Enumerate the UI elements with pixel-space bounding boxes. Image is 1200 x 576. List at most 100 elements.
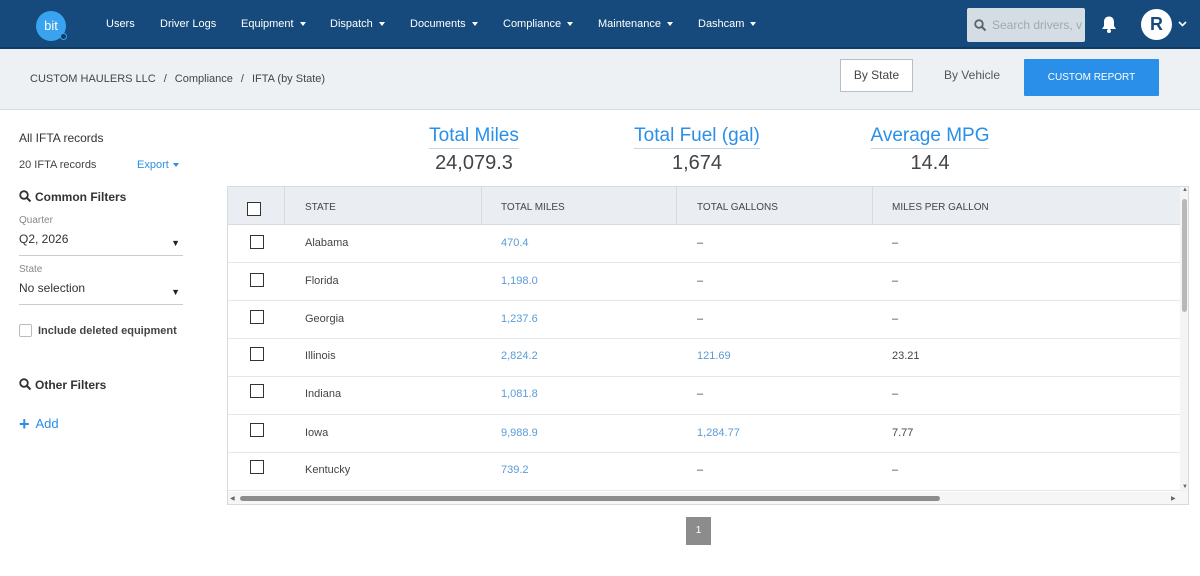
include-deleted-equipment[interactable]: Include deleted equipment <box>19 324 177 337</box>
row-checkbox[interactable] <box>250 423 264 437</box>
nav-documents[interactable]: Documents <box>410 18 478 30</box>
table-row[interactable]: Kentucky 739.2 – – <box>228 453 1180 491</box>
row-checkbox[interactable] <box>250 460 264 474</box>
by-vehicle-button[interactable]: By Vehicle <box>943 68 1001 82</box>
cell-mpg: – <box>892 388 899 400</box>
by-state-button[interactable]: By State <box>840 59 913 92</box>
search-icon <box>19 378 32 391</box>
cell-total-miles[interactable]: 1,198.0 <box>501 275 538 287</box>
scroll-up-icon[interactable]: ▲ <box>1182 187 1188 193</box>
row-checkbox[interactable] <box>250 310 264 324</box>
row-checkbox[interactable] <box>250 384 264 398</box>
vertical-scrollbar[interactable]: ▲ ▼ <box>1180 187 1188 492</box>
sidebar-title: All IFTA records <box>19 131 104 145</box>
user-avatar[interactable]: R <box>1141 9 1172 40</box>
horizontal-scrollbar[interactable]: ◀ ▶ <box>228 492 1188 504</box>
column-divider <box>481 187 482 225</box>
breadcrumb-separator: / <box>240 73 244 85</box>
table-row[interactable]: Florida 1,198.0 – – <box>228 263 1180 301</box>
breadcrumb-company[interactable]: CUSTOM HAULERS LLC <box>30 73 156 85</box>
nav-users-label: Users <box>106 18 135 30</box>
header-total-gallons[interactable]: TOTAL GALLONS <box>697 202 778 213</box>
search-icon <box>974 19 987 32</box>
nav-compliance[interactable]: Compliance <box>503 18 574 30</box>
search-icon <box>19 190 32 203</box>
cell-mpg: 23.21 <box>892 350 920 362</box>
nav-driver-logs[interactable]: Driver Logs <box>160 18 216 30</box>
breadcrumb-section[interactable]: Compliance <box>174 73 233 85</box>
page-header: CUSTOM HAULERS LLC / Compliance / IFTA (by S… <box>0 49 1200 110</box>
cell-state: Indiana <box>305 388 342 400</box>
row-checkbox[interactable] <box>250 235 264 249</box>
cell-state: Alabama <box>305 237 349 249</box>
add-filter-button[interactable]: + Add <box>19 414 59 435</box>
cell-total-miles[interactable]: 1,081.8 <box>501 388 538 400</box>
column-divider <box>676 187 677 225</box>
nav-dispatch[interactable]: Dispatch <box>330 18 385 30</box>
row-checkbox[interactable] <box>250 347 264 361</box>
plus-icon: + <box>19 414 30 434</box>
cell-total-miles[interactable]: 739.2 <box>501 464 529 476</box>
app-logo[interactable]: bit <box>36 11 67 41</box>
nav-dashcam[interactable]: Dashcam <box>698 18 757 30</box>
cell-mpg: – <box>892 313 899 325</box>
chevron-down-icon[interactable] <box>1178 21 1187 27</box>
cell-total-gallons[interactable]: 121.69 <box>697 350 731 362</box>
table-row[interactable]: Indiana 1,081.8 – – <box>228 377 1180 415</box>
chevron-down-icon <box>471 22 478 27</box>
cell-total-miles[interactable]: 2,824.2 <box>501 350 538 362</box>
header-total-miles[interactable]: TOTAL MILES <box>501 202 565 213</box>
scroll-right-icon[interactable]: ▶ <box>1171 496 1176 502</box>
dropdown-arrow-icon: ▼ <box>171 238 180 248</box>
chevron-down-icon <box>172 163 179 168</box>
header-miles-per-gallon[interactable]: MILES PER GALLON <box>892 202 989 213</box>
scroll-left-icon[interactable]: ◀ <box>230 496 235 502</box>
cell-mpg: 7.77 <box>892 427 914 439</box>
logo-dot <box>60 33 67 40</box>
nav-maintenance[interactable]: Maintenance <box>598 18 673 30</box>
table-row[interactable]: Illinois 2,824.2 121.69 23.21 <box>228 339 1180 377</box>
chevron-down-icon <box>667 22 673 27</box>
total-fuel-label: Total Fuel (gal) <box>634 125 760 149</box>
page-1-button[interactable]: 1 <box>686 517 711 545</box>
include-deleted-checkbox[interactable] <box>19 324 32 337</box>
nav-equipment[interactable]: Equipment <box>241 18 306 30</box>
nav-users[interactable]: Users <box>106 18 135 30</box>
state-label: State <box>19 264 43 275</box>
custom-report-button[interactable]: CUSTOM REPORT <box>1024 59 1159 96</box>
table-row[interactable]: Georgia 1,237.6 – – <box>228 301 1180 339</box>
export-label: Export <box>137 159 169 171</box>
bell-icon[interactable] <box>1100 15 1118 34</box>
column-divider <box>872 187 873 225</box>
cell-total-miles[interactable]: 1,237.6 <box>501 313 538 325</box>
records-count: 20 IFTA records <box>19 159 97 171</box>
nav-dispatch-label: Dispatch <box>330 18 373 30</box>
breadcrumb: CUSTOM HAULERS LLC / Compliance / IFTA (by S… <box>30 73 325 85</box>
select-all-checkbox[interactable] <box>247 202 261 216</box>
state-select[interactable]: No selection ▼ <box>19 281 183 305</box>
state-value: No selection <box>19 281 86 295</box>
row-checkbox[interactable] <box>250 273 264 287</box>
horizontal-scroll-thumb[interactable] <box>240 496 940 501</box>
breadcrumb-page: IFTA (by State) <box>251 73 326 85</box>
table-row[interactable]: Alabama 470.4 – – <box>228 225 1180 263</box>
cell-state: Georgia <box>305 313 345 325</box>
table-row[interactable]: Iowa 9,988.9 1,284.77 7.77 <box>228 415 1180 453</box>
export-dropdown[interactable]: Export <box>137 159 179 171</box>
cell-total-gallons[interactable]: 1,284.77 <box>697 427 740 439</box>
vertical-scroll-thumb[interactable] <box>1182 199 1187 312</box>
quarter-select[interactable]: Q2, 2026 ▼ <box>19 232 183 256</box>
cell-mpg: – <box>892 237 899 249</box>
include-deleted-label: Include deleted equipment <box>38 325 177 337</box>
scroll-down-icon[interactable]: ▼ <box>1182 484 1188 490</box>
chevron-down-icon <box>567 22 574 27</box>
average-mpg-label: Average MPG <box>870 125 990 149</box>
header-state[interactable]: STATE <box>305 202 336 213</box>
cell-total-miles[interactable]: 9,988.9 <box>501 427 538 439</box>
cell-total-miles[interactable]: 470.4 <box>501 237 529 249</box>
search-input[interactable] <box>992 16 1082 34</box>
cell-total-gallons: – <box>697 275 704 287</box>
logo-text: bit <box>44 18 58 33</box>
total-miles-label: Total Miles <box>429 125 519 149</box>
quarter-value: Q2, 2026 <box>19 232 69 246</box>
